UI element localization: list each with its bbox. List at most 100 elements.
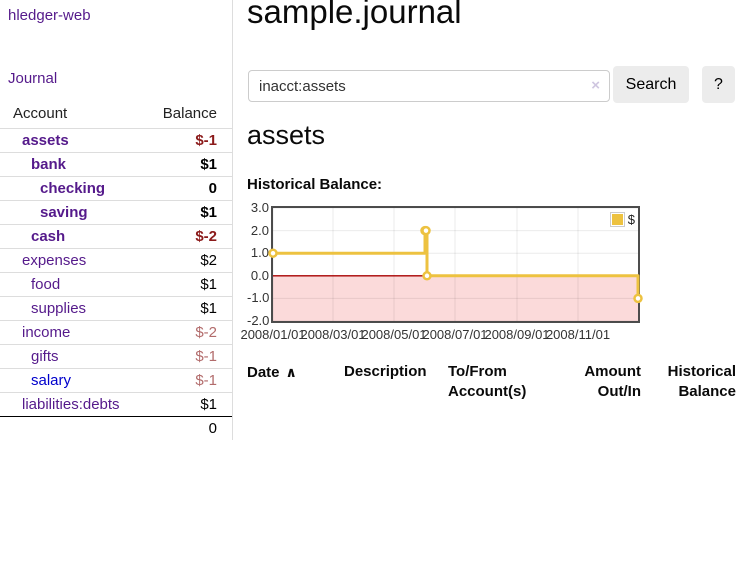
x-tick-label: 2008/01/01 <box>240 327 306 342</box>
y-tick-label: -2.0 <box>247 313 270 328</box>
data-point-marker <box>633 293 643 304</box>
sidebar-item-journal[interactable]: Journal <box>8 70 58 87</box>
main-content: sample.journal × Search ? assets Histori… <box>240 0 736 582</box>
chart-plot-area: $ <box>268 206 643 323</box>
legend-swatch-border <box>609 212 625 227</box>
column-header-accounts: To/From Account(s) <box>448 363 527 400</box>
sidebar: hledger-web Journal Account Balance asse… <box>0 0 233 440</box>
transactions-header-row: Date ∧ Description To/From Account(s) Amo… <box>247 360 736 408</box>
account-link-checking[interactable]: checking <box>40 180 106 197</box>
account-balance: $-1 <box>146 368 232 393</box>
y-tick-label: 2.0 <box>250 222 269 238</box>
account-balance: $1 <box>146 392 232 417</box>
accounts-total-value: 0 <box>208 420 217 437</box>
account-row: expenses $2 <box>0 248 232 273</box>
account-balance: $1 <box>146 296 232 321</box>
account-name-cell: supplies <box>0 296 147 321</box>
account-balance: $-2 <box>146 320 232 345</box>
chart-x-axis: 2008/01/01 2008/03/01 2008/05/01 2008/07/01… <box>240 327 638 343</box>
chart-y-axis: 3.0 2.0 1.0 0.0 -1.0 -2.0 <box>247 198 271 346</box>
account-row: checking 0 <box>0 176 232 201</box>
search-bar: × Search ? <box>247 66 736 103</box>
account-row: assets $-1 <box>0 128 232 153</box>
account-link-assets[interactable]: assets <box>22 132 69 149</box>
search-button[interactable]: Search <box>613 66 689 103</box>
account-name-cell: expenses <box>0 248 147 273</box>
account-balance: $2 <box>146 248 232 273</box>
x-tick-label: 2008/03/01 <box>300 327 366 342</box>
account-link-supplies[interactable]: supplies <box>31 300 87 317</box>
transactions-table: Date ∧ Description To/From Account(s) Amo… <box>247 360 736 408</box>
account-link-cash[interactable]: cash <box>31 228 66 245</box>
account-link-income[interactable]: income <box>22 324 71 341</box>
account-name-cell: cash <box>0 224 147 249</box>
account-balance: $-1 <box>146 128 232 153</box>
account-name-cell: saving <box>0 200 147 225</box>
accounts-header-row: Account Balance <box>0 101 232 129</box>
account-balance: $1 <box>146 152 232 177</box>
account-link-bank[interactable]: bank <box>31 156 67 173</box>
balance-chart-svg <box>268 207 643 322</box>
column-header-amount: Amount Out/In <box>584 363 641 400</box>
account-row: income $-2 <box>0 320 232 345</box>
app-brand-link[interactable]: hledger-web <box>8 7 91 24</box>
accounts-table-body: assets $-1 bank $1 checking 0 saving $1 cash $-2 e… <box>0 128 232 417</box>
account-name-cell: checking <box>0 176 147 201</box>
sort-ascending-icon: ∧ <box>285 364 297 380</box>
account-link-liabilities-debts[interactable]: liabilities:debts <box>22 396 120 413</box>
account-link-salary[interactable]: salary <box>31 372 72 389</box>
chart-title: Historical Balance: <box>247 176 383 193</box>
account-name-cell: liabilities:debts <box>0 392 147 417</box>
historical-balance-chart: 3.0 2.0 1.0 0.0 -1.0 -2.0 $ 2008/01/01 2008/03… <box>240 198 667 346</box>
accounts-header-account: Account <box>0 101 147 129</box>
negative-region <box>273 275 638 321</box>
accounts-table: Account Balance assets $-1 bank $1 checking 0… <box>0 101 232 440</box>
accounts-header-balance: Balance <box>146 101 232 129</box>
account-name-cell: salary <box>0 368 147 393</box>
account-row: cash $-2 <box>0 224 232 249</box>
search-box: × <box>248 70 610 102</box>
legend-series-swatch <box>611 214 623 225</box>
y-tick-label: -1.0 <box>247 290 270 306</box>
account-row: supplies $1 <box>0 296 232 321</box>
x-tick-label: 2008/07/01 <box>422 327 488 342</box>
x-tick-label: 2008/11/01 <box>545 327 611 342</box>
search-input[interactable] <box>248 70 610 102</box>
account-balance: $-1 <box>146 344 232 369</box>
x-tick-label: 2008/09/01 <box>484 327 550 342</box>
chart-legend: $ <box>609 212 635 227</box>
data-point-marker <box>422 271 432 281</box>
account-balance: $1 <box>146 200 232 225</box>
accounts-total-row: 0 <box>0 417 232 441</box>
account-balance: 0 <box>146 176 232 201</box>
account-link-saving[interactable]: saving <box>40 204 88 221</box>
clear-search-icon[interactable]: × <box>591 77 600 94</box>
account-link-expenses[interactable]: expenses <box>22 252 87 269</box>
y-tick-label: 0.0 <box>250 267 269 283</box>
account-name-cell: income <box>0 320 147 345</box>
account-link-food[interactable]: food <box>31 276 61 293</box>
account-row: saving $1 <box>0 200 232 225</box>
x-tick-label: 2008/05/01 <box>361 327 427 342</box>
column-header-description: Description <box>344 363 427 380</box>
account-row: bank $1 <box>0 152 232 177</box>
account-link-gifts[interactable]: gifts <box>31 348 59 365</box>
y-tick-label: 3.0 <box>250 200 269 215</box>
account-name-cell: assets <box>0 128 147 153</box>
account-balance: $-2 <box>146 224 232 249</box>
help-button[interactable]: ? <box>702 66 735 103</box>
data-point-marker <box>268 248 278 258</box>
column-header-date[interactable]: Date ∧ <box>247 364 297 381</box>
legend-series-label: $ <box>627 212 635 227</box>
account-balance: $1 <box>146 272 232 297</box>
account-name-cell: gifts <box>0 344 147 369</box>
account-row: food $1 <box>0 272 232 297</box>
column-header-balance: Historical Balance <box>667 363 736 400</box>
account-heading: assets <box>247 120 326 150</box>
accounts-total-spacer <box>0 417 147 441</box>
page-title: sample.journal <box>247 0 462 30</box>
account-row: gifts $-1 <box>0 344 232 369</box>
account-row: salary $-1 <box>0 368 232 393</box>
data-point-marker <box>421 225 431 236</box>
account-name-cell: bank <box>0 152 147 177</box>
